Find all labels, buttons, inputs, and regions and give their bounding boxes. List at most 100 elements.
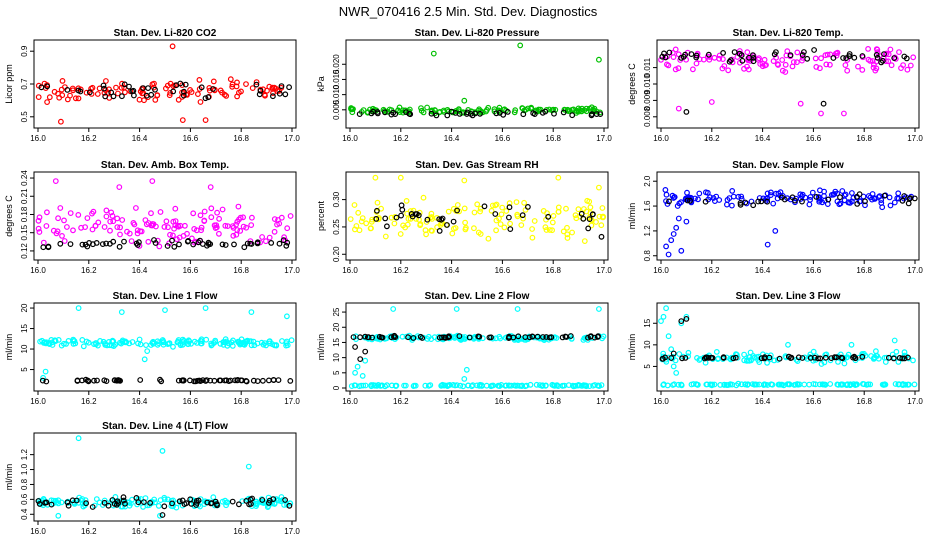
data-point: [741, 351, 747, 358]
data-point: [110, 218, 117, 225]
data-point: [149, 222, 156, 229]
data-point: [818, 55, 824, 62]
data-point: [170, 88, 177, 95]
data-point: [801, 381, 808, 388]
data-point: [54, 228, 61, 235]
data-point: [585, 334, 591, 341]
data-point: [359, 215, 366, 222]
panel-10-frame: [33, 432, 297, 522]
data-point: [259, 234, 266, 240]
data-point: [658, 318, 664, 325]
data-point: [205, 94, 212, 101]
panel-8-ytick-label: 20: [332, 322, 341, 331]
data-point: [881, 381, 888, 388]
data-point: [468, 383, 475, 390]
data-point: [661, 50, 667, 57]
data-point: [670, 363, 677, 370]
data-point: [102, 340, 108, 347]
data-point: [275, 497, 282, 504]
panel-1-xtick-label: 16.6: [183, 134, 199, 143]
data-point: [160, 338, 167, 345]
data-point: [560, 109, 567, 116]
data-point: [375, 216, 382, 223]
data-point: [101, 85, 107, 92]
data-point: [134, 230, 141, 237]
data-point: [678, 381, 685, 388]
data-point: [720, 354, 727, 361]
data-point: [576, 382, 583, 389]
panel-2-xtick-label: 16.8: [545, 134, 561, 143]
data-point: [227, 377, 234, 384]
data-point: [201, 217, 208, 224]
data-point: [389, 382, 395, 389]
data-point: [852, 382, 859, 389]
panel-8-xtick-label: 16.4: [444, 397, 460, 406]
data-point: [227, 76, 234, 83]
panel-1: Stan. Dev. Li-820 CO2 Licor ppm 16.0 16.2 16…: [4, 28, 300, 143]
panel-7-points: [37, 305, 295, 385]
data-point: [461, 177, 468, 184]
data-point: [376, 333, 383, 340]
data-point: [693, 54, 700, 61]
data-point: [173, 82, 180, 89]
data-point: [230, 232, 237, 239]
data-point: [663, 305, 669, 312]
data-point: [418, 107, 425, 114]
panel-8-ylabel: ml/min: [316, 334, 326, 361]
data-point: [133, 495, 140, 501]
panel-6-xtick-label: 16.2: [704, 266, 720, 275]
data-point: [543, 382, 549, 389]
data-point: [169, 500, 176, 507]
data-point: [794, 49, 801, 56]
data-point: [506, 204, 513, 211]
data-point: [347, 216, 354, 223]
data-point: [673, 224, 680, 231]
data-point: [454, 202, 461, 208]
data-point: [551, 382, 558, 389]
data-point: [360, 382, 367, 389]
panel-1-xtick-label: 16.2: [81, 134, 97, 143]
data-point: [865, 46, 871, 52]
data-point: [208, 342, 215, 349]
data-point: [873, 46, 880, 52]
data-point: [79, 377, 85, 384]
data-point: [220, 341, 227, 348]
data-point: [284, 225, 291, 232]
data-point: [760, 382, 767, 388]
data-point: [259, 497, 266, 503]
data-point: [865, 381, 872, 388]
panel-10-ytick-label: 1.2: [20, 449, 29, 461]
data-point: [356, 227, 363, 234]
data-point: [38, 84, 45, 91]
data-point: [588, 222, 595, 229]
panel-2-ytick-label: 0.005: [332, 99, 341, 120]
data-point: [172, 205, 179, 212]
panel-7-xtick-label: 16.8: [233, 397, 249, 406]
data-point: [83, 89, 90, 96]
data-point: [867, 58, 874, 64]
data-point: [89, 226, 96, 233]
data-point: [493, 227, 500, 234]
data-point: [871, 61, 877, 68]
data-point: [117, 231, 123, 238]
data-point: [905, 381, 911, 388]
data-point: [352, 226, 358, 233]
data-point: [518, 222, 525, 229]
data-point: [872, 67, 879, 74]
data-point: [266, 377, 272, 384]
data-point: [905, 354, 911, 361]
data-point: [183, 500, 190, 507]
data-point: [407, 208, 414, 214]
data-point: [398, 202, 405, 209]
panel-7-xtick-label: 16.6: [183, 397, 199, 406]
data-point: [442, 334, 449, 341]
data-point: [764, 198, 771, 205]
data-point: [841, 110, 847, 117]
data-point: [57, 240, 64, 247]
data-point: [794, 59, 800, 66]
panel-7-ytick-label: 5: [20, 367, 29, 372]
data-point: [61, 217, 67, 224]
data-point: [844, 67, 851, 74]
data-point: [842, 62, 849, 68]
data-point: [551, 110, 557, 117]
